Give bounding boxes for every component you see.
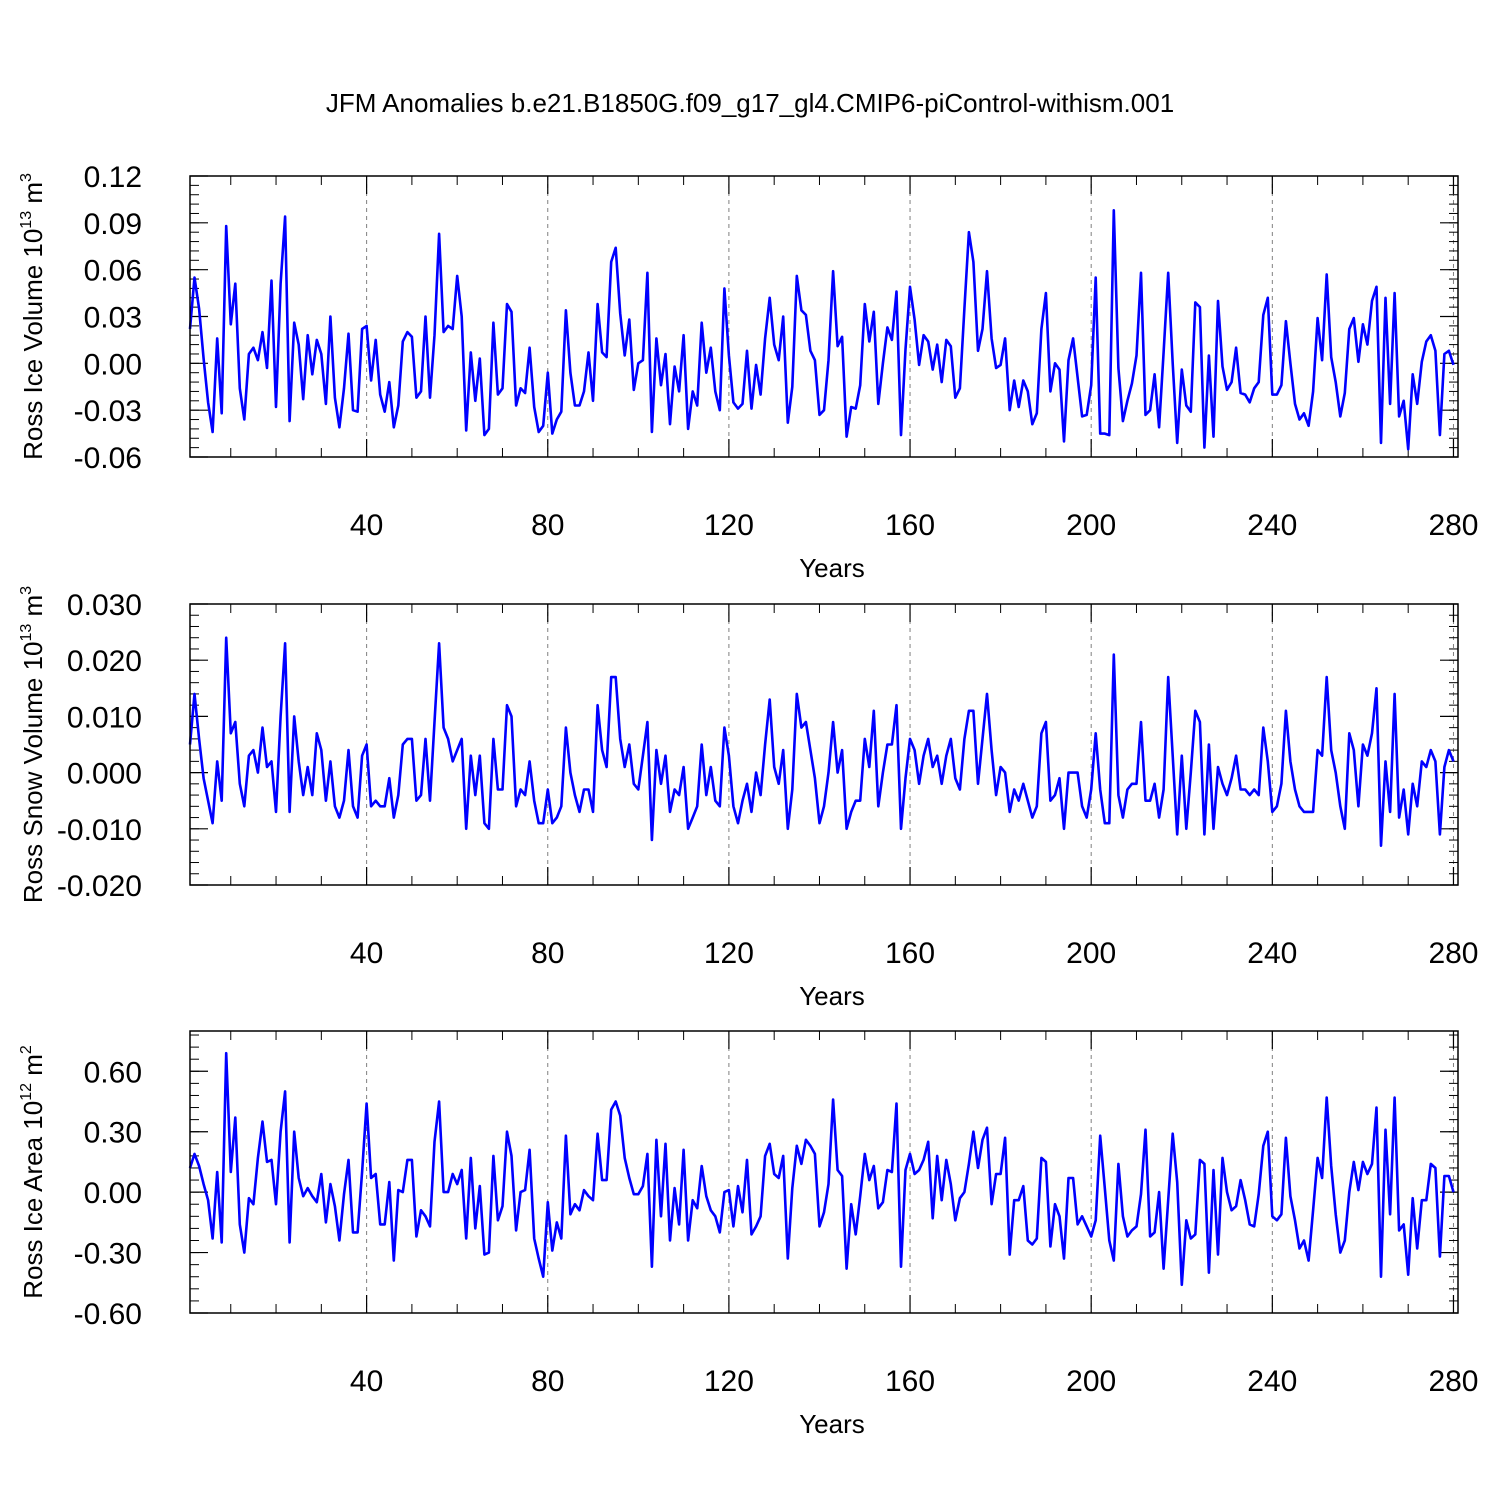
y-tick-label: 0.010	[67, 701, 142, 734]
x-axis-label: Years	[799, 981, 865, 1011]
x-tick-label: 160	[885, 509, 935, 542]
x-tick-label: 80	[531, 937, 564, 970]
x-tick-label: 40	[350, 1365, 383, 1398]
y-tick-label: 0.60	[84, 1056, 142, 1089]
y-tick-label: 0.00	[84, 1177, 142, 1210]
chart-title: JFM Anomalies b.e21.B1850G.f09_g17_gl4.C…	[326, 88, 1174, 118]
x-tick-label: 240	[1247, 937, 1297, 970]
y-tick-label: -0.06	[74, 442, 142, 475]
x-tick-label: 240	[1247, 509, 1297, 542]
x-tick-label: 200	[1066, 1365, 1116, 1398]
x-tick-label: 200	[1066, 509, 1116, 542]
x-tick-label: 160	[885, 937, 935, 970]
series-line	[188, 1051, 1455, 1287]
chart-panel-2: -0.020 -0.010 0.000 0.010 0.020 0.030 40 80 120 1…	[18, 586, 1479, 1011]
x-tick-label: 40	[350, 509, 383, 542]
x-tick-label: 120	[704, 937, 754, 970]
y-tick-label: -0.010	[57, 814, 142, 847]
plot-frame	[189, 1030, 1459, 1314]
chart-panel-3: -0.60 -0.30 0.00 0.30 0.60 40 80 120 160 200 240 28…	[18, 1030, 1479, 1439]
y-tick-label: 0.00	[84, 348, 142, 381]
x-tick-label: 160	[885, 1365, 935, 1398]
y-tick-label: -0.03	[74, 395, 142, 428]
x-tick-label: 120	[704, 509, 754, 542]
panels: -0.06 -0.03 0.00 0.03 0.06 0.09 0.12 40 80 120 160…	[18, 161, 1479, 1439]
x-tick-label: 120	[704, 1365, 754, 1398]
x-tick-label: 280	[1428, 937, 1478, 970]
x-tick-label: 80	[531, 1365, 564, 1398]
series-line	[188, 209, 1455, 451]
plot-frame	[189, 175, 1459, 458]
x-tick-label: 280	[1428, 509, 1478, 542]
x-axis-label: Years	[799, 1409, 865, 1439]
x-tick-label: 280	[1428, 1365, 1478, 1398]
x-tick-label: 40	[350, 937, 383, 970]
x-tick-label: 80	[531, 509, 564, 542]
series-line	[188, 636, 1455, 848]
y-tick-label: 0.12	[84, 161, 142, 194]
y-axis-label: Ross Ice Area 1012 m2	[18, 1045, 48, 1299]
y-tick-label: -0.30	[74, 1238, 142, 1271]
y-tick-label: 0.000	[67, 758, 142, 791]
y-tick-label: -0.020	[57, 870, 142, 903]
y-tick-label: 0.09	[84, 208, 142, 241]
y-tick-label: 0.06	[84, 255, 142, 288]
y-axis-label: Ross Snow Volume 1013 m3	[18, 586, 48, 903]
y-tick-label: 0.30	[84, 1117, 142, 1150]
y-tick-label: 0.020	[67, 645, 142, 678]
y-axis-label: Ross Ice Volume 1013 m3	[18, 173, 48, 460]
x-tick-label: 200	[1066, 937, 1116, 970]
y-tick-label: -0.60	[74, 1298, 142, 1331]
chart-panel-1: -0.06 -0.03 0.00 0.03 0.06 0.09 0.12 40 80 120 160…	[18, 161, 1479, 583]
plot-frame	[189, 603, 1459, 886]
y-tick-label: 0.030	[67, 589, 142, 622]
x-tick-label: 240	[1247, 1365, 1297, 1398]
y-tick-label: 0.03	[84, 302, 142, 335]
x-axis-label: Years	[799, 553, 865, 583]
